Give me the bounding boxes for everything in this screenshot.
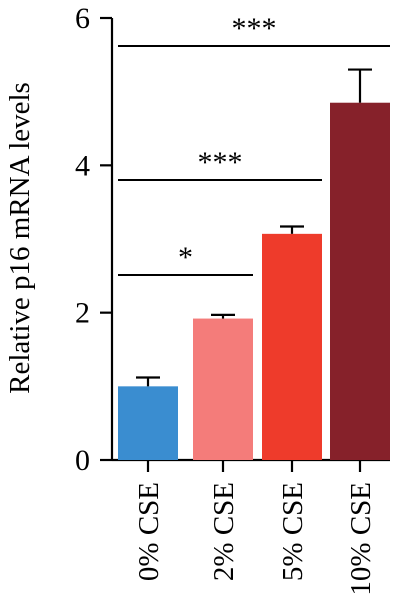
x-tick-label: 10% CSE <box>345 482 377 596</box>
significance-brackets: ******* <box>118 12 390 276</box>
y-tick-label: 0 <box>75 444 90 477</box>
bar <box>262 233 322 460</box>
bar <box>118 386 178 460</box>
error-bars <box>136 68 372 387</box>
x-tick-label: 2% CSE <box>208 482 240 581</box>
bar <box>193 318 253 460</box>
bar <box>330 102 390 460</box>
significance-label: *** <box>232 12 277 45</box>
y-tick-label: 6 <box>75 2 90 35</box>
x-tick-labels: 0% CSE 2% CSE 5% CSE 10% CSE <box>133 482 377 596</box>
bars <box>118 102 390 460</box>
y-tick-label: 2 <box>75 297 90 330</box>
significance-label: *** <box>198 146 243 179</box>
y-tick-label: 4 <box>75 149 90 182</box>
y-axis-title: Relative p16 mRNA levels <box>4 82 36 394</box>
x-tick-label: 0% CSE <box>133 482 165 581</box>
significance-label: * <box>178 241 193 274</box>
x-tick-label: 5% CSE <box>277 482 309 581</box>
